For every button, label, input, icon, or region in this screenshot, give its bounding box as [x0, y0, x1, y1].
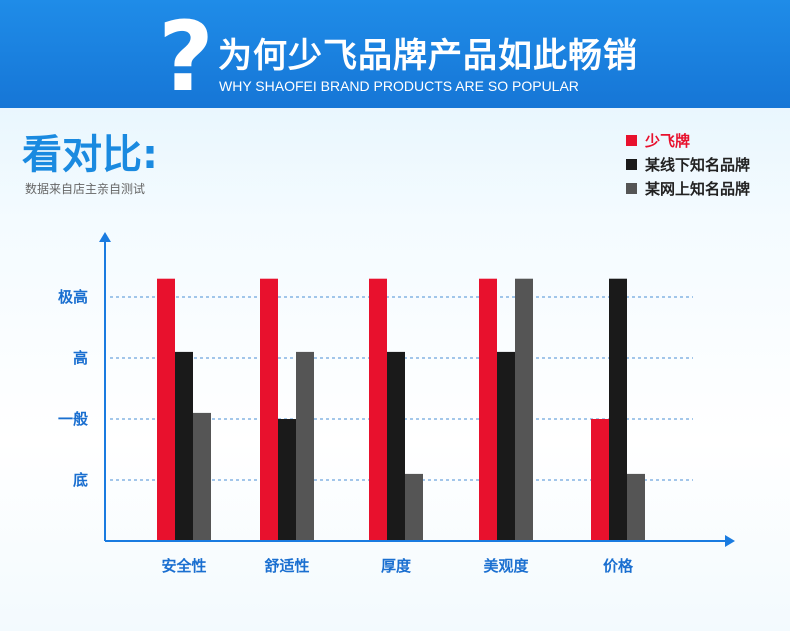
legend-item-online-brand: 某网上知名品牌 — [626, 176, 786, 200]
bar — [515, 278, 533, 541]
x-tick-label: 厚度 — [381, 557, 412, 575]
title-banner: ? 为何少飞品牌产品如此畅销 WHY SHAOFEI BRAND PRODUCT… — [0, 0, 790, 108]
legend-item-offline-brand: 某线下知名品牌 — [626, 152, 786, 176]
bar — [405, 473, 423, 541]
bar — [260, 278, 278, 541]
bar — [296, 351, 314, 541]
x-tick-label: 价格 — [603, 557, 634, 575]
banner-subtitle: WHY SHAOFEI BRAND PRODUCTS ARE SO POPULA… — [219, 78, 579, 94]
bar — [193, 412, 211, 541]
y-tick-label: 极高 — [58, 288, 88, 306]
chart-legend: 少飞牌 某线下知名品牌 某网上知名品牌 — [626, 128, 786, 200]
x-axis-arrow-icon — [725, 535, 735, 547]
legend-swatch — [626, 134, 637, 146]
x-tick-label: 美观度 — [483, 557, 529, 575]
banner-title: 为何少飞品牌产品如此畅销 — [218, 36, 638, 76]
source-note: 数据来自店主亲自测试 — [25, 182, 146, 196]
y-axis-arrow-icon — [99, 232, 111, 242]
legend-swatch — [626, 182, 637, 194]
y-tick-label: 底 — [73, 471, 88, 489]
bar — [175, 351, 193, 541]
compare-heading: 看对比: — [22, 132, 158, 178]
bar — [497, 351, 515, 541]
bar — [278, 419, 296, 541]
y-tick-label: 一般 — [58, 410, 88, 428]
bar — [369, 278, 387, 541]
x-tick-label: 安全性 — [161, 557, 206, 575]
y-tick-label: 高 — [73, 349, 88, 367]
legend-label: 某线下知名品牌 — [645, 155, 751, 174]
bar — [627, 473, 645, 541]
legend-label: 少飞牌 — [645, 131, 691, 150]
x-tick-label: 舒适性 — [264, 557, 309, 575]
legend-swatch — [626, 158, 637, 170]
legend-item-shaofei: 少飞牌 — [626, 128, 786, 152]
bar — [591, 419, 609, 541]
bar — [157, 278, 175, 541]
bar — [479, 278, 497, 541]
bar — [387, 351, 405, 541]
legend-label: 某网上知名品牌 — [645, 179, 751, 198]
question-mark-icon: ? — [158, 1, 214, 113]
bar — [609, 278, 627, 541]
